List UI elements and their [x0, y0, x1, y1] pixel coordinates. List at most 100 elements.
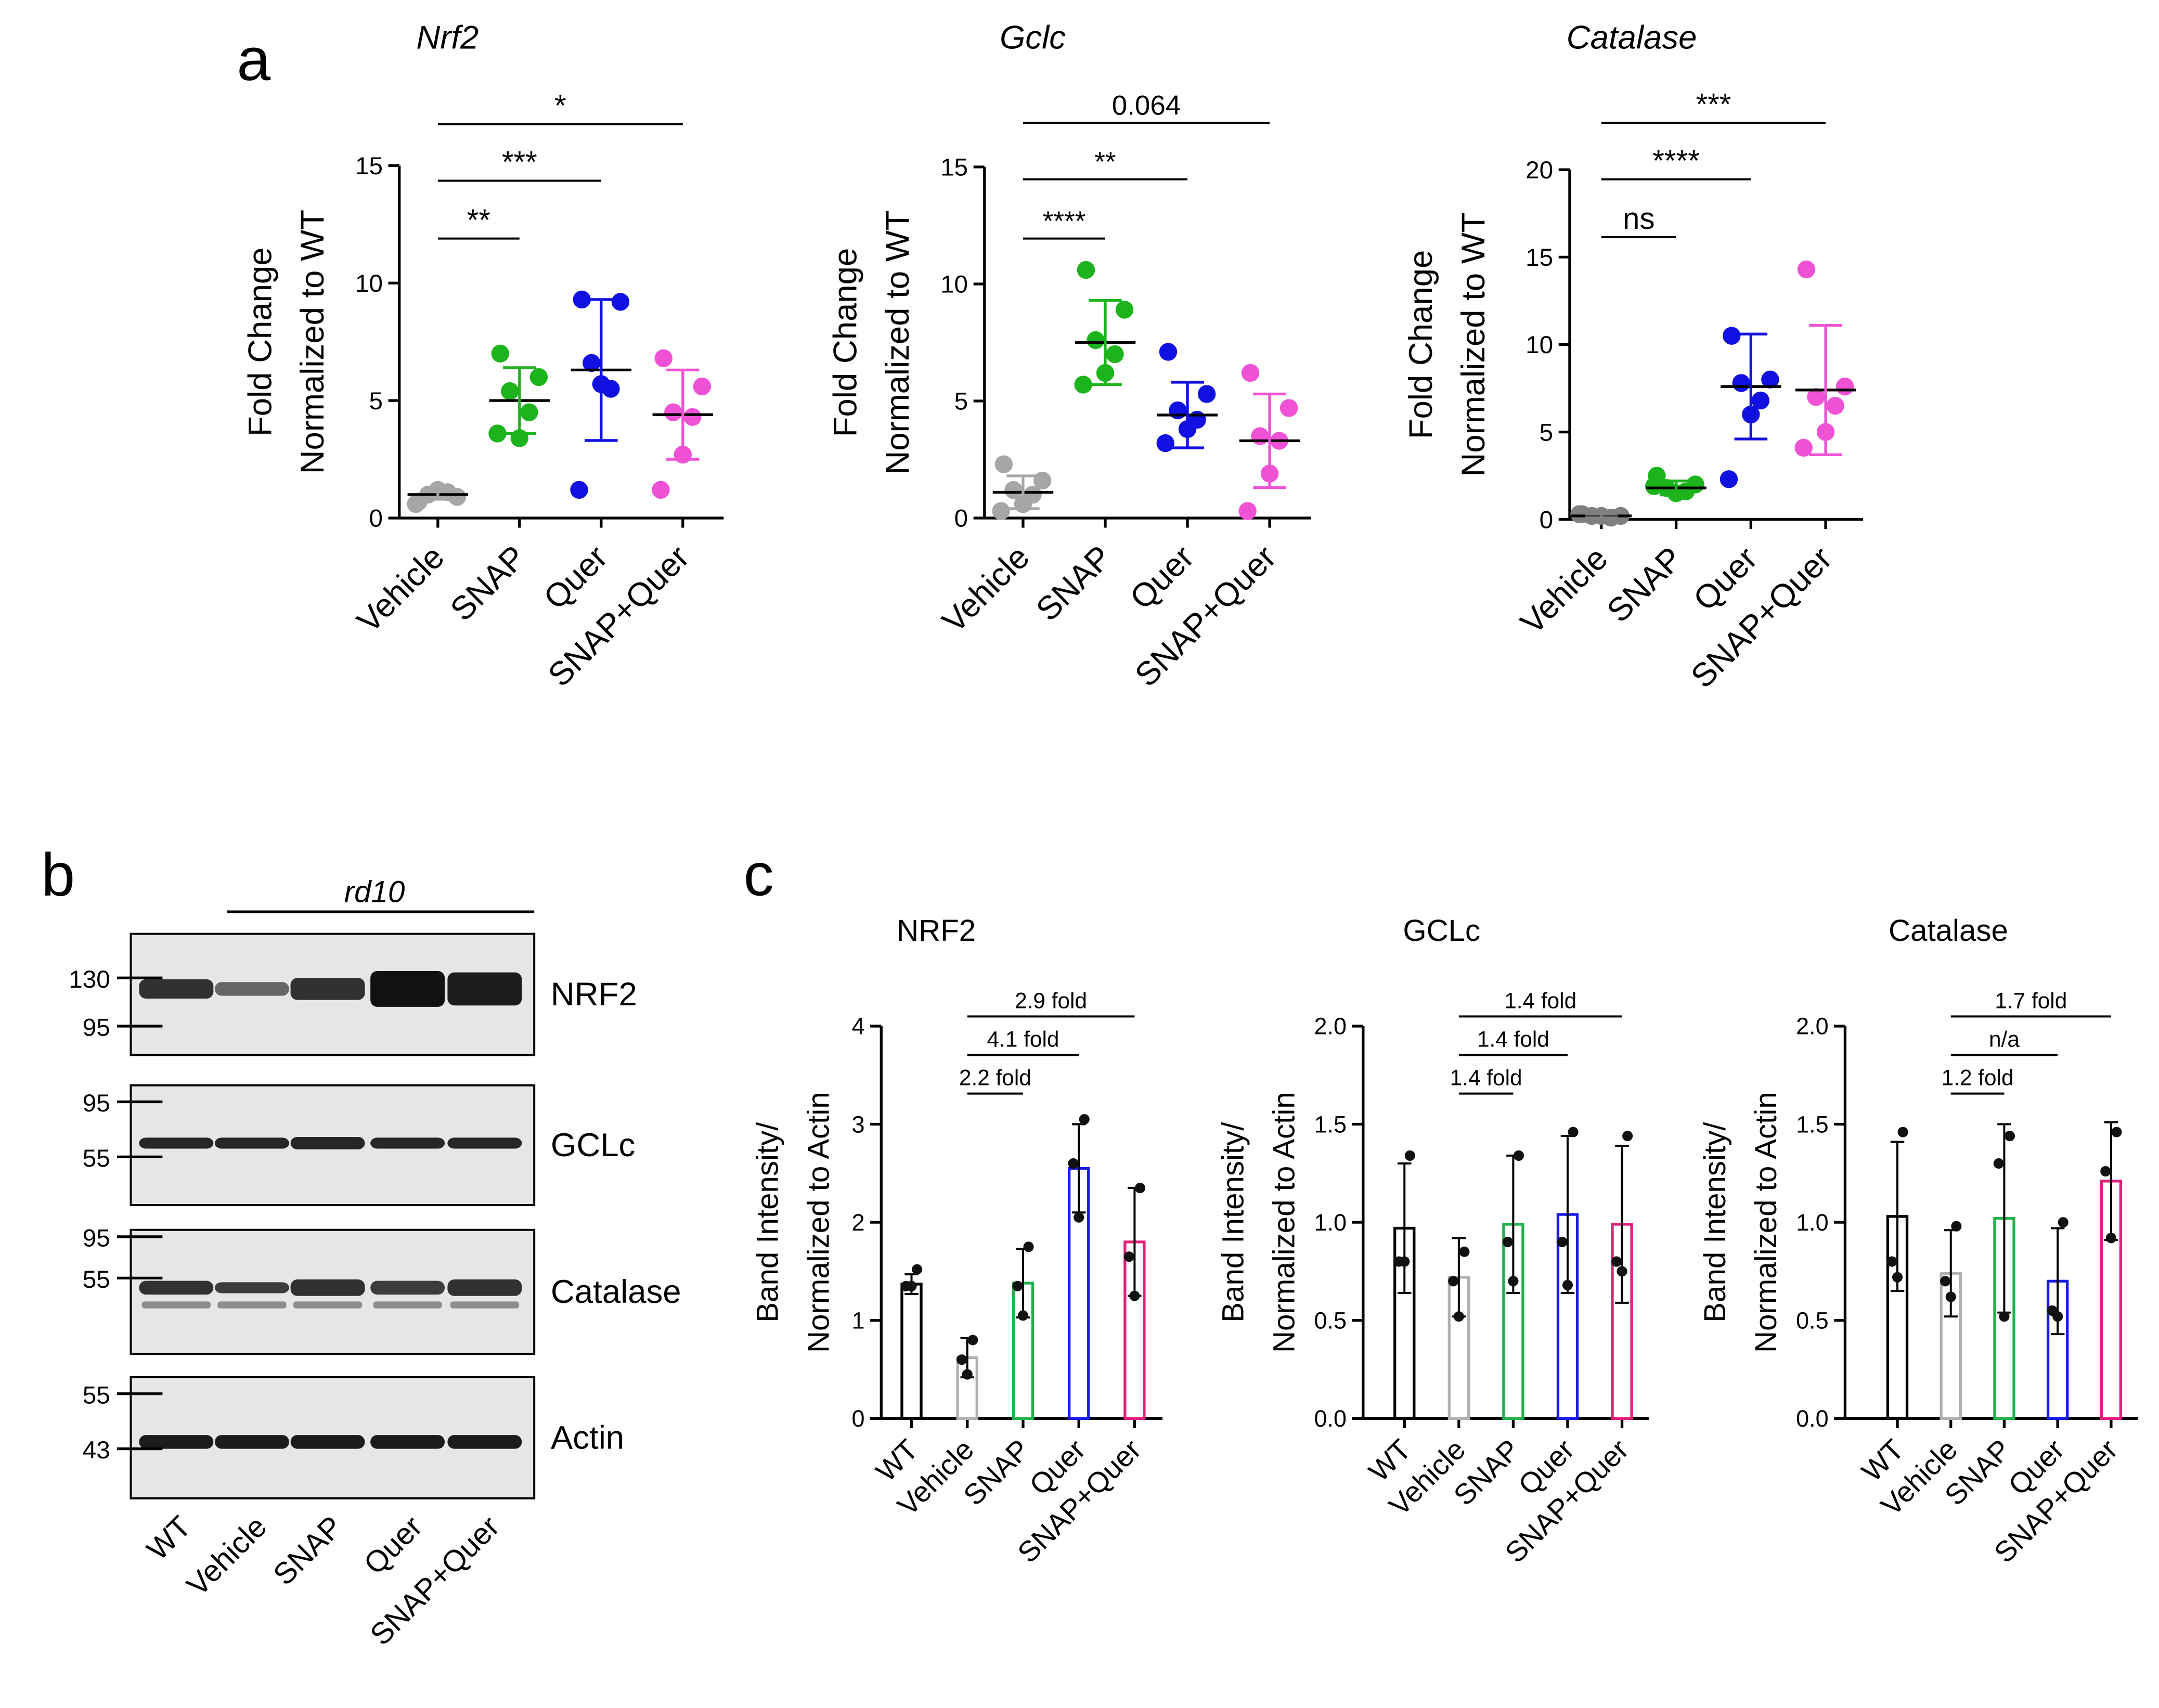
data-point: [1761, 370, 1779, 389]
chart-title: NRF2: [897, 914, 976, 948]
y-tick-label: 1: [851, 1308, 864, 1334]
x-tick-label: Quer: [1123, 538, 1201, 616]
y-tick-label: 0.0: [1796, 1405, 1829, 1432]
data-point: [1999, 1311, 2010, 1322]
data-point: [1835, 377, 1854, 396]
data-point: [1123, 1251, 1134, 1262]
blot-band: [293, 1301, 363, 1309]
blot-band: [370, 1137, 445, 1149]
bar: [2046, 1279, 2069, 1420]
data-point: [488, 424, 507, 443]
y-tick-label: 10: [940, 271, 968, 299]
data-point: [912, 1264, 923, 1275]
data-point: [1459, 1246, 1470, 1257]
y-tick-label: 1.0: [1796, 1209, 1829, 1236]
data-point: [1720, 470, 1738, 488]
data-point: [967, 1335, 978, 1345]
y-tick-label: 0: [954, 505, 968, 533]
chart-title: Catalase: [1567, 19, 1697, 56]
panel-label: b: [41, 840, 75, 908]
y-axis-label: Normalized to WT: [294, 210, 331, 474]
data-point: [1129, 1290, 1140, 1301]
y-tick-label: 10: [1525, 331, 1553, 359]
data-point: [1448, 1276, 1459, 1287]
y-tick-label: 0.5: [1796, 1308, 1829, 1334]
significance-label: 0.064: [1112, 90, 1181, 121]
significance-label: 1.4 fold: [1504, 989, 1576, 1013]
y-tick-label: 10: [355, 270, 383, 297]
y-axis-label: Band Intensity/: [1217, 1122, 1250, 1323]
significance-label: ****: [1043, 206, 1085, 237]
y-axis-label: Normalized to WT: [1455, 212, 1492, 476]
data-point: [1087, 331, 1105, 350]
x-tick-label: SNAP: [1600, 540, 1690, 630]
lane-label: Quer: [357, 1509, 429, 1581]
data-point: [992, 502, 1010, 520]
data-point: [1617, 1266, 1627, 1277]
data-point: [956, 1354, 967, 1365]
chart-title: Nrf2: [416, 19, 479, 56]
blot-band: [214, 982, 289, 996]
data-point: [1115, 301, 1134, 319]
data-point: [1197, 385, 1216, 403]
data-point: [1513, 1150, 1524, 1161]
data-point: [1940, 1276, 1951, 1287]
panel-label: c: [744, 840, 774, 908]
data-point: [1951, 1221, 1962, 1232]
data-point: [654, 349, 673, 368]
data-point: [664, 403, 682, 421]
y-axis-label: Band Intensity/: [751, 1122, 785, 1323]
y-tick-label: 0: [369, 505, 383, 533]
data-point: [1886, 1256, 1897, 1267]
data-point: [2004, 1131, 2015, 1142]
data-point: [1611, 1256, 1622, 1267]
blot-band: [290, 1279, 365, 1296]
chart-title: Catalase: [1889, 914, 2008, 948]
data-point: [2105, 1233, 2116, 1244]
data-point: [1945, 1291, 1956, 1302]
marker-label: 130: [69, 966, 110, 993]
data-point: [693, 377, 712, 396]
significance-label: ns: [1623, 202, 1655, 236]
data-point: [1557, 1236, 1568, 1247]
blot-band: [214, 1137, 289, 1149]
data-point: [1807, 388, 1825, 406]
marker-label: 95: [83, 1224, 110, 1252]
blot-band: [217, 1301, 287, 1309]
blot-band: [370, 1435, 445, 1449]
data-point: [1645, 477, 1663, 496]
significance-label: 4.1 fold: [987, 1027, 1059, 1052]
significance-label: **: [1094, 147, 1116, 177]
data-point: [1570, 505, 1588, 523]
y-tick-label: 5: [369, 387, 383, 415]
y-tick-label: 1.5: [1796, 1111, 1829, 1137]
data-point: [1134, 1183, 1146, 1194]
y-axis-label: Fold Change: [1402, 250, 1439, 439]
y-tick-label: 0: [1540, 506, 1554, 534]
lane-label: Vehicle: [180, 1509, 274, 1602]
y-axis-label: Normalized to Actin: [802, 1092, 836, 1353]
data-point: [407, 495, 425, 513]
blot-band: [290, 978, 365, 1000]
blot-band: [139, 1137, 214, 1149]
strip-label: GCLc: [551, 1127, 635, 1163]
y-tick-label: 0.5: [1314, 1308, 1347, 1334]
blot-band: [447, 1137, 522, 1149]
data-point: [1238, 502, 1257, 520]
y-tick-label: 0: [851, 1405, 864, 1432]
y-axis-label: Band Intensity/: [1698, 1122, 1732, 1323]
blot-band: [370, 1280, 445, 1295]
x-tick-label: SNAP: [443, 538, 533, 628]
y-tick-label: 2.0: [1796, 1013, 1829, 1040]
data-point: [906, 1280, 917, 1291]
data-point: [2052, 1311, 2063, 1322]
blot-band: [139, 1280, 214, 1295]
data-point: [1279, 399, 1298, 417]
strip-label: Catalase: [551, 1273, 681, 1310]
data-point: [1453, 1311, 1464, 1322]
data-point: [1169, 401, 1187, 420]
data-point: [1404, 1150, 1415, 1161]
marker-label: 55: [83, 1145, 110, 1172]
data-point: [1732, 374, 1751, 392]
data-point: [1622, 1131, 1633, 1142]
